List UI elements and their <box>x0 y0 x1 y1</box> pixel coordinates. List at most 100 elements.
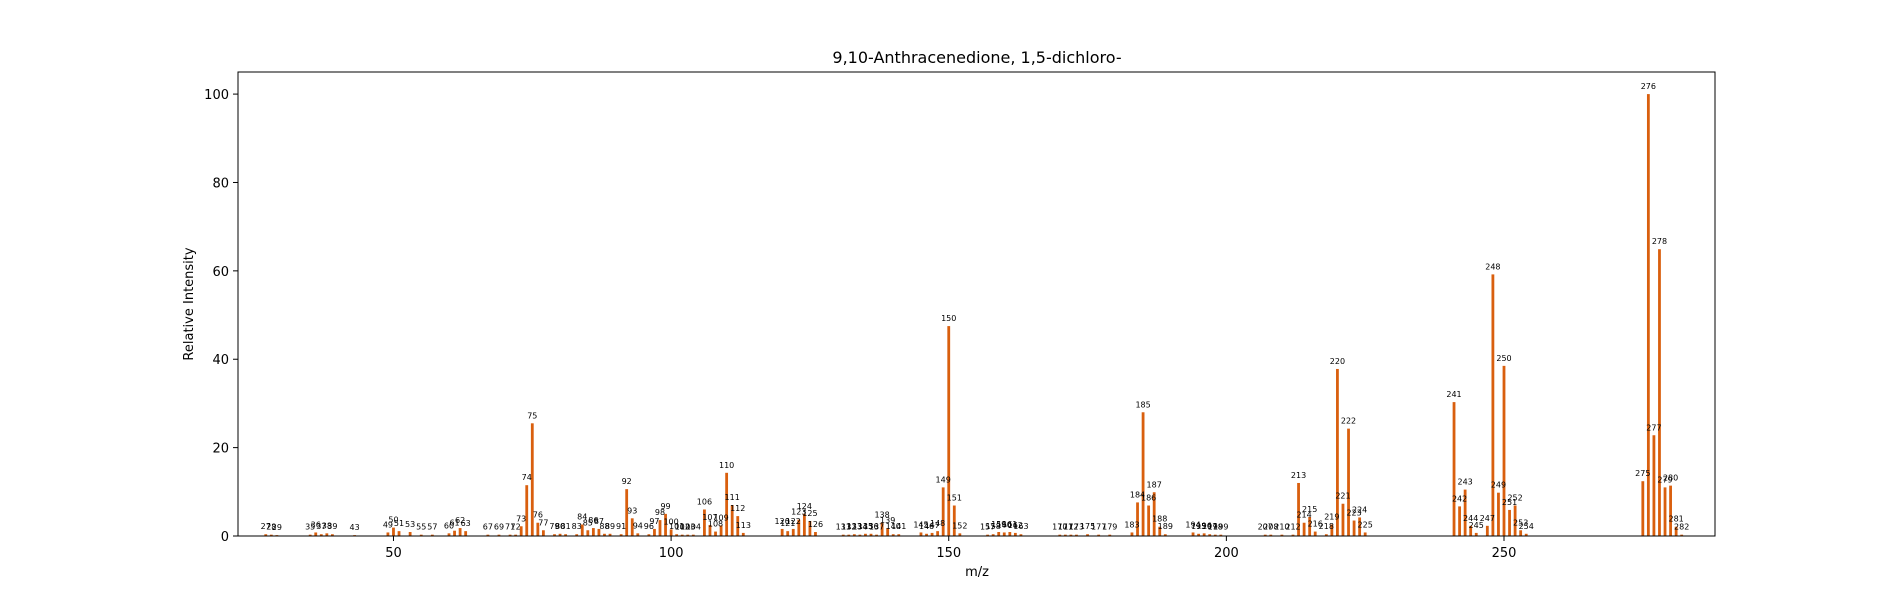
spectrum-bars <box>264 94 1684 536</box>
peak-label-175: 175 <box>1080 522 1095 531</box>
peak-label-210: 210 <box>1274 523 1289 532</box>
peak-bar-245 <box>1474 532 1478 536</box>
peak-bar-69 <box>497 534 501 536</box>
peak-label-221: 221 <box>1335 492 1350 501</box>
peak-bar-171 <box>1063 534 1067 536</box>
peak-label-84: 84 <box>577 513 587 522</box>
peak-label-50: 50 <box>388 516 398 525</box>
peak-label-151: 151 <box>947 494 962 503</box>
peak-label-219: 219 <box>1324 513 1339 522</box>
peak-label-148: 148 <box>930 519 945 528</box>
peak-bar-172 <box>1069 534 1073 536</box>
peak-label-170: 170 <box>1052 523 1067 532</box>
peak-bar-152 <box>958 533 962 536</box>
y-axis-ticks: 0 20 40 60 80 100 <box>204 88 238 545</box>
peak-label-251: 251 <box>1502 498 1517 507</box>
peak-label-104: 104 <box>686 523 701 532</box>
peak-bar-124 <box>802 513 806 536</box>
y-tick-label-60: 60 <box>212 265 229 280</box>
peak-bar-149 <box>941 487 945 536</box>
x-axis-ticks: 50 100 150 200 250 <box>385 536 1516 561</box>
peak-label-141: 141 <box>891 522 906 531</box>
peak-bar-223 <box>1352 520 1356 536</box>
peak-label-132: 132 <box>841 523 856 532</box>
peak-label-163: 163 <box>1013 522 1028 531</box>
peak-bar-123 <box>797 519 801 536</box>
peak-bar-173 <box>1075 534 1078 536</box>
peak-label-281: 281 <box>1668 515 1683 524</box>
peak-bar-251 <box>1508 509 1511 536</box>
peak-label-244: 244 <box>1463 514 1478 523</box>
peak-label-147: 147 <box>924 521 939 530</box>
peak-bar-145 <box>919 532 923 536</box>
peak-bar-85 <box>586 530 590 536</box>
peak-bar-88 <box>603 533 606 536</box>
peak-label-71: 71 <box>505 523 515 532</box>
peak-label-134: 134 <box>852 523 867 532</box>
y-tick-label-80: 80 <box>212 176 229 191</box>
peak-label-76: 76 <box>533 511 543 520</box>
peak-bar-242 <box>1458 506 1461 536</box>
peak-bar-96 <box>647 534 651 536</box>
peak-label-57: 57 <box>427 523 437 532</box>
peak-bar-50 <box>392 527 395 536</box>
x-tick-label-50: 50 <box>385 546 402 561</box>
peak-bar-125 <box>808 520 812 536</box>
peak-bar-92 <box>625 489 629 536</box>
peak-label-27: 27 <box>261 522 271 531</box>
peak-label-172: 172 <box>1063 523 1078 532</box>
peak-bar-207 <box>1263 534 1267 536</box>
peak-bar-278 <box>1658 249 1661 536</box>
peak-bar-134 <box>858 534 862 536</box>
peak-label-94: 94 <box>633 521 643 530</box>
peak-bar-219 <box>1330 524 1334 536</box>
peak-label-61: 61 <box>449 519 459 528</box>
peak-label-216: 216 <box>1308 520 1323 529</box>
peak-label-188: 188 <box>1152 515 1167 524</box>
peak-bar-93 <box>630 518 634 536</box>
peak-label-113: 113 <box>736 521 751 530</box>
peak-bar-135 <box>864 533 867 536</box>
peak-label-185: 185 <box>1135 400 1150 409</box>
peak-bar-104 <box>691 534 695 536</box>
peak-label-121: 121 <box>780 519 795 528</box>
peak-bar-249 <box>1497 492 1500 536</box>
peak-bar-179 <box>1108 534 1112 536</box>
peak-bar-185 <box>1141 412 1145 536</box>
peak-label-160: 160 <box>997 520 1012 529</box>
peak-label-242: 242 <box>1452 494 1467 503</box>
peak-bar-218 <box>1324 534 1328 536</box>
peak-bar-186 <box>1147 505 1151 536</box>
peak-label-212: 212 <box>1285 523 1300 532</box>
peak-bar-79 <box>553 534 556 536</box>
peak-bar-94 <box>636 533 640 536</box>
peak-bar-77 <box>541 530 545 536</box>
peak-label-220: 220 <box>1330 357 1345 366</box>
peak-label-218: 218 <box>1319 522 1334 531</box>
peak-label-131: 131 <box>836 523 851 532</box>
peak-bar-61 <box>453 530 456 536</box>
peak-bar-276 <box>1646 94 1650 536</box>
peak-label-149: 149 <box>936 475 951 484</box>
peak-label-89: 89 <box>605 522 615 531</box>
peak-bar-140 <box>891 534 895 536</box>
peak-bar-208 <box>1269 534 1273 536</box>
peak-label-186: 186 <box>1141 494 1156 503</box>
peak-bar-184 <box>1136 502 1139 536</box>
peak-bar-137 <box>875 534 878 536</box>
peak-bar-195 <box>1197 533 1201 536</box>
peak-label-39: 39 <box>327 522 337 531</box>
peak-bar-76 <box>536 522 540 536</box>
peak-bar-161 <box>1008 532 1012 536</box>
peak-bar-188 <box>1158 526 1162 536</box>
peak-bar-102 <box>680 534 684 536</box>
peak-label-253: 253 <box>1513 518 1528 527</box>
peak-bar-148 <box>936 531 940 536</box>
peak-bar-60 <box>447 533 451 536</box>
peak-bar-213 <box>1297 482 1300 536</box>
peak-bar-250 <box>1502 365 1506 536</box>
peak-label-225: 225 <box>1358 520 1373 529</box>
plot-frame <box>237 71 1716 537</box>
peak-bar-222 <box>1347 428 1350 536</box>
